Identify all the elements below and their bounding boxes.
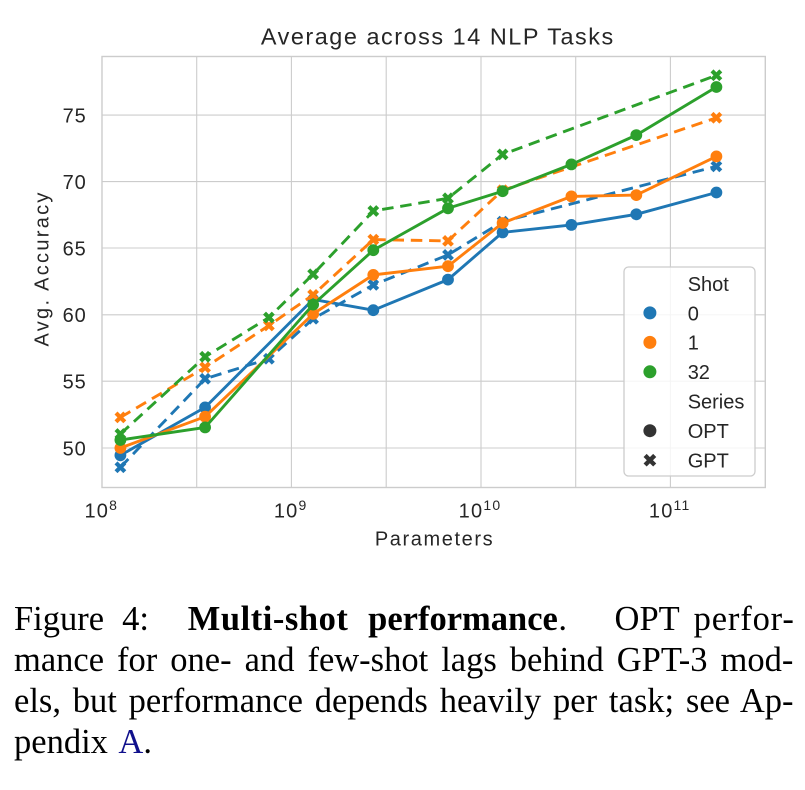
svg-text:Shot: Shot (688, 274, 730, 296)
svg-text:OPT: OPT (688, 421, 729, 443)
svg-text:109: 109 (274, 497, 308, 523)
svg-text:Parameters: Parameters (375, 529, 494, 551)
svg-text:32: 32 (688, 362, 710, 384)
svg-text:1011: 1011 (649, 497, 691, 523)
svg-text:55: 55 (63, 372, 87, 394)
svg-text:65: 65 (63, 238, 87, 260)
svg-text:108: 108 (84, 497, 118, 523)
svg-text:0: 0 (688, 303, 699, 325)
svg-text:50: 50 (63, 438, 87, 460)
svg-text:Series: Series (688, 392, 745, 414)
svg-text:1: 1 (688, 333, 699, 355)
svg-text:1010: 1010 (459, 497, 502, 523)
svg-text:70: 70 (63, 172, 87, 194)
svg-text:60: 60 (63, 305, 87, 327)
svg-text:75: 75 (63, 106, 87, 128)
svg-text:Average across 14 NLP Tasks: Average across 14 NLP Tasks (261, 23, 615, 49)
svg-text:GPT: GPT (688, 451, 729, 473)
svg-text:Avg. Accuracy: Avg. Accuracy (32, 190, 54, 346)
